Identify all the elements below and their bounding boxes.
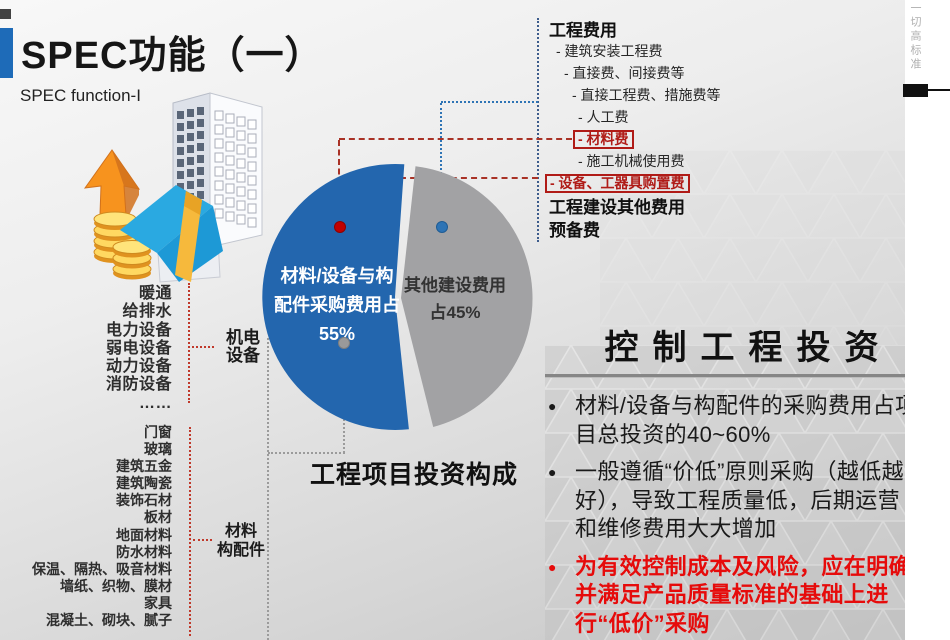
fee-breakdown-row: - 直接费、间接费等	[564, 65, 685, 81]
bullet-text: 一般遵循“价低”原则采购（越低越好），导致工程质量低，后期运营和维修费用大大增加	[575, 459, 905, 541]
side-black-bar	[903, 84, 928, 97]
material-item: 保温、隔热、吸音材料	[32, 560, 172, 577]
control-bullet: ● 为有效控制成本及风险，应在明确并满足产品质量标准的基础上进行“低价”采购	[548, 553, 920, 639]
mep-system-item: 暖通	[138, 285, 172, 302]
mep-system-item: 电力设备	[105, 321, 172, 339]
materials-group-label: 材料 构配件	[216, 523, 265, 559]
material-item: 家具	[144, 594, 172, 611]
group-span-line	[267, 338, 269, 640]
control-bullet: ● 材料/设备与构配件的采购费用占项目总投资的40~60%	[548, 392, 920, 449]
material-item: 混凝土、砌块、腻子	[46, 612, 172, 629]
corner-mark	[0, 9, 11, 19]
bullet-dot-icon: ●	[548, 558, 557, 575]
coin-stack-icon	[93, 211, 152, 280]
bullet-dot-icon: ●	[548, 464, 557, 480]
material-item: 建筑陶瓷	[116, 475, 172, 492]
control-bullet-list: ● 材料/设备与构配件的采购费用占项目总投资的40~60% ● 一般遵循“价低”…	[548, 392, 920, 640]
investment-pie-chart	[262, 163, 533, 430]
other-slice-connector-h	[441, 101, 538, 103]
pie-label-materials: 材料/设备与构 配件采购费用占 55%	[274, 266, 400, 344]
fee-breakdown-list: 工程费用 - 建筑安装工程费 - 直接费、间接费等 - 直接工程费、措施费等 -…	[545, 17, 721, 240]
control-heading: 控制工程投资	[604, 329, 893, 367]
pie-label-other: 其他建设费用 占45%	[404, 276, 506, 322]
page-title: SPEC功能（一）	[21, 35, 324, 77]
materials-bracket-line	[189, 427, 191, 636]
title-accent-bar	[0, 28, 13, 78]
materials-bracket-connector	[193, 539, 212, 541]
material-item: 装饰石材	[116, 492, 172, 509]
bullet-text: 材料/设备与构配件的采购费用占项目总投资的40~60%	[575, 393, 918, 447]
mep-system-item: 给排水	[122, 303, 172, 321]
fee-breakdown-row: - 材料费	[545, 129, 721, 149]
material-item: 墙纸、织物、膜材	[60, 577, 172, 594]
fee-breakdown-row: 工程建设其他费用	[549, 198, 685, 217]
mep-bracket-line	[188, 283, 190, 403]
mep-systems-list: 暖通 给排水 电力设备 弱电设备 动力设备 消防设备……	[40, 285, 172, 413]
side-note-vertical: 一切高标准	[909, 2, 921, 72]
material-item: 板材	[144, 509, 172, 526]
groups-anchor-dot	[338, 337, 350, 349]
fee-breakdown-row: 工程费用	[549, 21, 617, 40]
connector-to-material-fee	[339, 138, 572, 140]
pie-to-groups-connector	[268, 452, 345, 454]
fee-list-border-line	[537, 18, 539, 242]
pie-slice-other-costs	[401, 166, 533, 428]
side-strip: 一切高标准	[903, 0, 950, 640]
mep-group-label: 机电 设备	[226, 328, 260, 365]
building-investment-illustration	[83, 92, 263, 283]
fee-breakdown-row: 预备费	[549, 221, 600, 240]
pie-slice-materials-equipment	[262, 163, 409, 430]
material-item: 建筑五金	[116, 458, 172, 475]
heading-separator	[545, 374, 938, 378]
page-subtitle: SPEC function-I	[20, 86, 141, 105]
fee-breakdown-row: - 人工费	[578, 109, 629, 125]
fee-breakdown-row: - 设备、工器具购置费	[545, 173, 721, 193]
material-item: 地面材料	[116, 526, 172, 543]
side-black-bar-line	[928, 89, 950, 91]
control-bullet: ● 一般遵循“价低”原则采购（越低越好），导致工程质量低，后期运营和维修费用大大…	[548, 458, 920, 544]
fee-breakdown-row: - 直接工程费、措施费等	[572, 87, 721, 103]
chart-caption: 工程项目投资构成	[310, 461, 519, 489]
mep-system-item: 消防设备	[105, 376, 172, 394]
mep-system-item: 弱电设备	[105, 339, 172, 357]
fee-breakdown-row: - 施工机械使用费	[578, 153, 685, 169]
growth-arrow-icon	[83, 149, 141, 221]
material-item: 防水材料	[116, 543, 172, 560]
materials-list: 门窗 玻璃 建筑五金 建筑陶瓷 装饰石材 板材 地面材料 防水材料 保温、隔热、吸音材料 墙纸、织…	[20, 424, 172, 629]
gift-house-icon	[120, 185, 223, 283]
material-item: 门窗	[144, 424, 172, 440]
other-anchor-dot	[436, 221, 448, 233]
fee-breakdown-row: - 建筑安装工程费	[556, 43, 663, 59]
bullet-dot-icon: ●	[548, 398, 557, 414]
materials-anchor-dot	[334, 221, 346, 233]
mep-system-item: 动力设备	[105, 358, 172, 376]
other-slice-connector-v	[440, 103, 442, 222]
material-item: 玻璃	[144, 441, 172, 458]
mep-system-item: ……	[139, 394, 172, 412]
mep-bracket-connector	[192, 346, 214, 348]
bullet-text: 为有效控制成本及风险，应在明确并满足产品质量标准的基础上进行“低价”采购	[575, 553, 912, 636]
